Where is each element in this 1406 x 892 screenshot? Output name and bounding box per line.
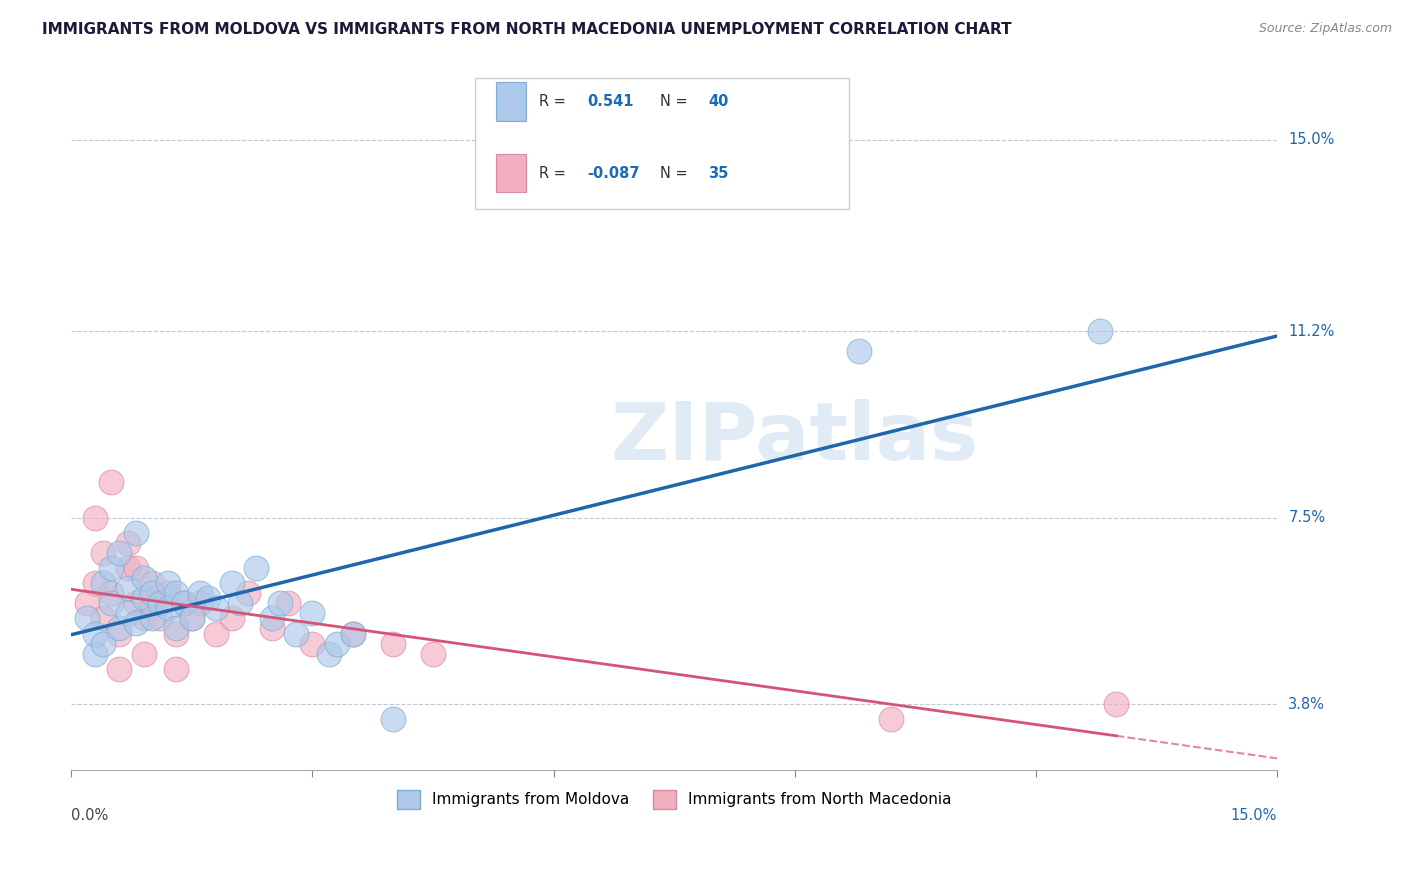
Point	[205, 626, 228, 640]
Point	[262, 611, 284, 625]
Point	[221, 576, 243, 591]
Point	[173, 596, 195, 610]
Point	[188, 596, 211, 610]
Point	[132, 571, 155, 585]
Point	[156, 601, 179, 615]
Point	[93, 576, 115, 591]
Point	[124, 596, 146, 610]
Text: Source: ZipAtlas.com: Source: ZipAtlas.com	[1258, 22, 1392, 36]
Point	[132, 647, 155, 661]
Point	[848, 344, 870, 359]
Point	[84, 510, 107, 524]
Text: 7.5%: 7.5%	[1288, 510, 1326, 525]
Point	[165, 662, 187, 676]
Point	[1090, 324, 1112, 338]
Point	[141, 586, 163, 600]
Point	[173, 596, 195, 610]
Point	[381, 637, 404, 651]
Point	[100, 596, 122, 610]
Point	[84, 576, 107, 591]
Point	[165, 586, 187, 600]
Point	[141, 611, 163, 625]
Point	[117, 607, 139, 621]
Point	[422, 647, 444, 661]
Text: 0.0%: 0.0%	[72, 808, 108, 823]
Point	[229, 596, 252, 610]
Point	[93, 611, 115, 625]
Text: 11.2%: 11.2%	[1288, 324, 1334, 339]
Point	[236, 586, 259, 600]
Text: N =: N =	[659, 94, 692, 109]
Point	[117, 581, 139, 595]
Point	[1105, 697, 1128, 711]
Point	[318, 647, 340, 661]
Point	[124, 616, 146, 631]
Point	[108, 662, 131, 676]
Text: 35: 35	[709, 166, 728, 180]
Point	[188, 586, 211, 600]
Text: N =: N =	[659, 166, 692, 180]
Point	[221, 611, 243, 625]
Point	[325, 637, 347, 651]
Point	[165, 626, 187, 640]
Bar	[496, 82, 526, 120]
Point	[108, 546, 131, 560]
Point	[100, 475, 122, 490]
Point	[84, 626, 107, 640]
Point	[76, 596, 98, 610]
Point	[342, 626, 364, 640]
Point	[269, 596, 291, 610]
Point	[880, 712, 903, 726]
Point	[262, 622, 284, 636]
Point	[165, 622, 187, 636]
Text: R =: R =	[538, 94, 571, 109]
Point	[180, 611, 202, 625]
Text: R =: R =	[538, 166, 571, 180]
Point	[301, 607, 323, 621]
FancyBboxPatch shape	[475, 78, 849, 209]
Point	[100, 586, 122, 600]
Point	[245, 561, 267, 575]
Bar	[496, 153, 526, 193]
Point	[108, 622, 131, 636]
Point	[301, 637, 323, 651]
Point	[342, 626, 364, 640]
Text: 15.0%: 15.0%	[1230, 808, 1277, 823]
Point	[132, 611, 155, 625]
Point	[141, 576, 163, 591]
Text: 3.8%: 3.8%	[1288, 697, 1326, 712]
Legend: Immigrants from Moldova, Immigrants from North Macedonia: Immigrants from Moldova, Immigrants from…	[391, 784, 957, 815]
Point	[117, 536, 139, 550]
Point	[205, 601, 228, 615]
Point	[149, 611, 172, 625]
Text: 40: 40	[709, 94, 728, 109]
Point	[381, 712, 404, 726]
Point	[141, 596, 163, 610]
Point	[108, 626, 131, 640]
Point	[277, 596, 299, 610]
Point	[124, 525, 146, 540]
Point	[149, 596, 172, 610]
Text: 0.541: 0.541	[588, 94, 634, 109]
Point	[117, 561, 139, 575]
Point	[100, 561, 122, 575]
Text: IMMIGRANTS FROM MOLDOVA VS IMMIGRANTS FROM NORTH MACEDONIA UNEMPLOYMENT CORRELAT: IMMIGRANTS FROM MOLDOVA VS IMMIGRANTS FR…	[42, 22, 1012, 37]
Point	[285, 626, 308, 640]
Point	[156, 576, 179, 591]
Point	[180, 611, 202, 625]
Point	[93, 546, 115, 560]
Point	[197, 591, 219, 606]
Text: ZIPatlas: ZIPatlas	[610, 399, 979, 477]
Point	[76, 611, 98, 625]
Point	[156, 586, 179, 600]
Point	[132, 591, 155, 606]
Point	[84, 647, 107, 661]
Point	[124, 561, 146, 575]
Text: 15.0%: 15.0%	[1288, 132, 1334, 147]
Point	[93, 637, 115, 651]
Text: -0.087: -0.087	[588, 166, 640, 180]
